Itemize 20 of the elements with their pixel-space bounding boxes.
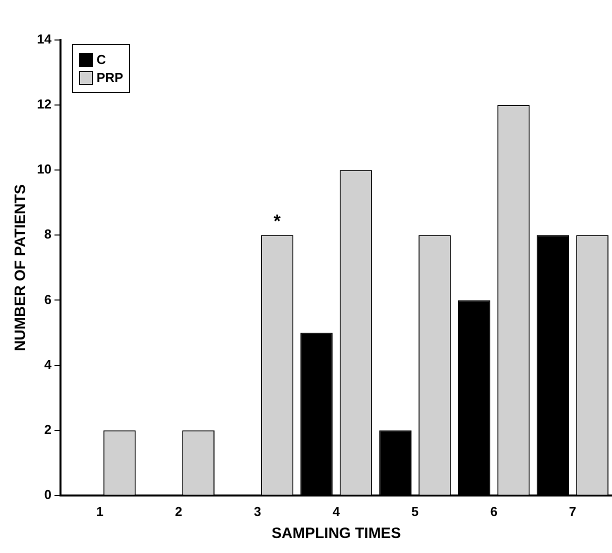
y-tick-label: 0 — [44, 486, 52, 502]
y-tick-label: 4 — [44, 356, 52, 372]
y-tick-label: 12 — [36, 96, 52, 112]
y-tick-label: 10 — [36, 162, 52, 177]
y-tick-label: 8 — [44, 226, 52, 242]
x-tick-label: 7 — [568, 504, 576, 519]
x-tick-label: 6 — [490, 504, 498, 519]
x-tick-label: 4 — [332, 504, 341, 519]
x-tick-label: 3 — [254, 504, 262, 519]
annotation: * — [274, 211, 281, 232]
y-tick-label: 6 — [44, 292, 52, 307]
y-tick-label: 14 — [36, 32, 52, 47]
y-tick-label: 2 — [44, 422, 52, 437]
y-axis-title: NUMBER OF PATIENTS — [12, 184, 30, 352]
x-tick-label: 5 — [411, 504, 419, 519]
legend-label: C — [96, 52, 106, 67]
x-axis-title: SAMPLING TIMES — [272, 525, 401, 542]
x-tick-label: 2 — [175, 504, 182, 519]
x-tick-label: 1 — [96, 504, 104, 519]
legend-label: PRP — [96, 70, 124, 85]
